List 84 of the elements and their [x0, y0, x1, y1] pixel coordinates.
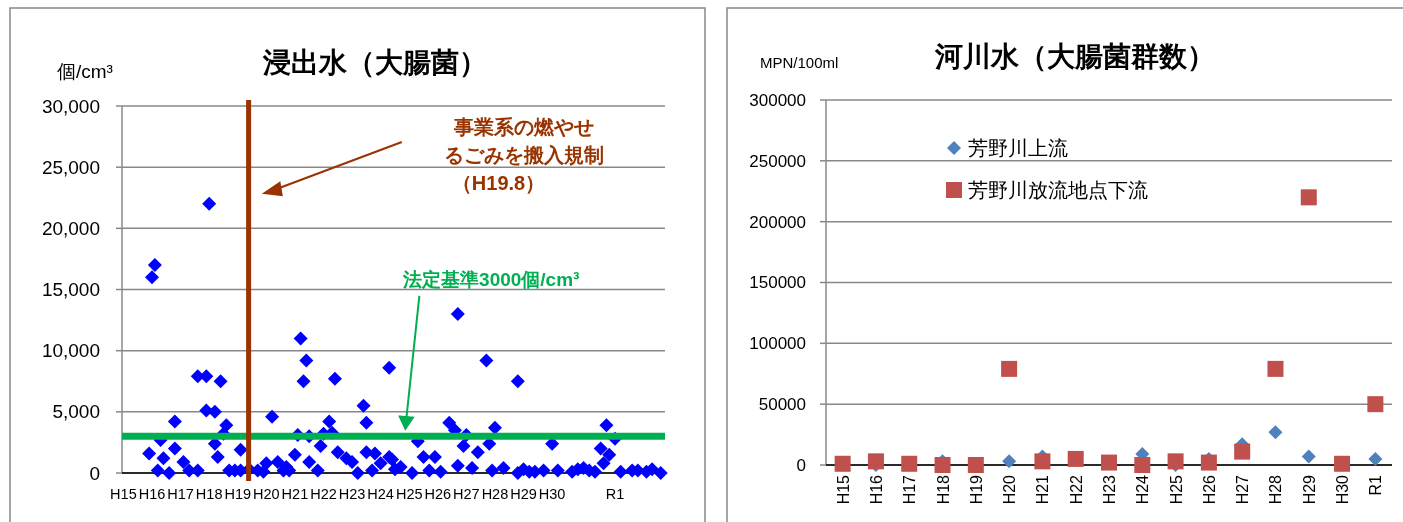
- point: [867, 453, 884, 470]
- x-tick-label: R1: [605, 486, 625, 502]
- y-tick-label: 100000: [749, 334, 806, 354]
- point: [302, 454, 317, 469]
- y-tick-label: 15,000: [41, 279, 100, 301]
- ref-line-label: 法定基準3000個/cm³: [402, 268, 580, 290]
- x-tick-label: H29: [1300, 474, 1318, 505]
- x-tick-label: H27: [1234, 474, 1252, 505]
- point: [1234, 443, 1251, 460]
- y-tick-label: 0: [89, 462, 100, 484]
- chart-title: 浸出水（大腸菌）: [262, 47, 487, 78]
- y-tick-label: 25,000: [41, 156, 100, 178]
- y-tick-label: 5,000: [52, 401, 100, 423]
- point: [450, 306, 465, 321]
- point: [1300, 189, 1317, 206]
- x-tick-label: H17: [167, 486, 194, 502]
- point: [1101, 454, 1117, 471]
- point: [359, 445, 374, 460]
- x-tick-label: H28: [1267, 474, 1285, 505]
- y-tick-label: 10,000: [41, 340, 100, 362]
- y-axis-title: MPN/100ml: [760, 54, 839, 71]
- legend-label: 芳野川放流地点下流: [968, 179, 1148, 202]
- y-tick-label: 200000: [749, 212, 806, 232]
- point: [1301, 449, 1316, 464]
- y-tick-label: 150000: [749, 273, 806, 293]
- x-tick-label: H20: [1001, 474, 1019, 505]
- x-tick-label: H21: [1034, 474, 1052, 505]
- x-tick-label: H26: [424, 486, 452, 502]
- chart-title: 河川水（大腸菌群数）: [934, 41, 1215, 72]
- y-axis-title: 個/cm³: [57, 61, 113, 82]
- point: [510, 374, 525, 389]
- x-tick-label: H24: [1134, 474, 1152, 505]
- x-tick-label: H19: [967, 474, 985, 505]
- x-tick-label: H18: [934, 474, 952, 505]
- x-tick-label: H25: [395, 486, 423, 502]
- point: [1267, 360, 1284, 377]
- x-tick-label: H23: [1101, 474, 1118, 505]
- point: [1002, 454, 1017, 469]
- x-tick-label: H23: [338, 486, 366, 502]
- x-tick-label: H25: [1167, 474, 1185, 505]
- x-tick-label: H16: [867, 474, 885, 505]
- x-tick-label: H26: [1200, 474, 1218, 505]
- y-tick-label: 0: [796, 455, 806, 475]
- point: [901, 455, 918, 472]
- x-tick-label: H24: [367, 486, 394, 502]
- y-tick-label: 300000: [749, 90, 806, 110]
- y-tick-label: 30,000: [41, 95, 100, 117]
- y-tick-label: 250000: [749, 151, 806, 171]
- x-tick-label: H16: [138, 486, 166, 502]
- x-tick-label: R1: [1367, 474, 1385, 496]
- point: [934, 457, 951, 473]
- x-tick-label: H20: [253, 486, 280, 502]
- point: [1268, 425, 1283, 440]
- x-tick-label: H22: [310, 486, 337, 502]
- x-tick-label: H29: [510, 486, 537, 502]
- point: [1067, 450, 1084, 467]
- x-tick-label: H27: [453, 486, 480, 502]
- point: [1367, 396, 1384, 413]
- x-tick-label: H30: [538, 486, 566, 502]
- x-tick-label: H22: [1067, 474, 1085, 505]
- point: [233, 442, 248, 457]
- point: [199, 403, 214, 418]
- x-tick-label: H17: [901, 474, 919, 505]
- point: [1368, 451, 1383, 466]
- x-tick-label: H28: [481, 486, 509, 502]
- y-tick-label: 20,000: [41, 217, 100, 239]
- point: [1200, 454, 1217, 471]
- x-tick-label: H15: [834, 474, 852, 505]
- point: [1034, 453, 1051, 470]
- point: [1001, 360, 1018, 377]
- point: [834, 455, 851, 472]
- legend-label: 芳野川上流: [968, 137, 1068, 160]
- annotation: 事業系の燃やせるごみを搬入規制（H19.8）: [443, 116, 604, 194]
- point: [1334, 455, 1351, 472]
- x-tick-label: H18: [195, 486, 223, 502]
- x-tick-label: H30: [1334, 474, 1352, 505]
- x-tick-label: H21: [281, 486, 309, 502]
- point: [167, 414, 182, 429]
- point: [1167, 453, 1184, 470]
- point: [967, 457, 984, 473]
- x-tick-label: H15: [110, 486, 137, 502]
- point: [1134, 457, 1151, 473]
- x-tick-label: H19: [224, 486, 252, 502]
- y-tick-label: 50000: [758, 395, 806, 415]
